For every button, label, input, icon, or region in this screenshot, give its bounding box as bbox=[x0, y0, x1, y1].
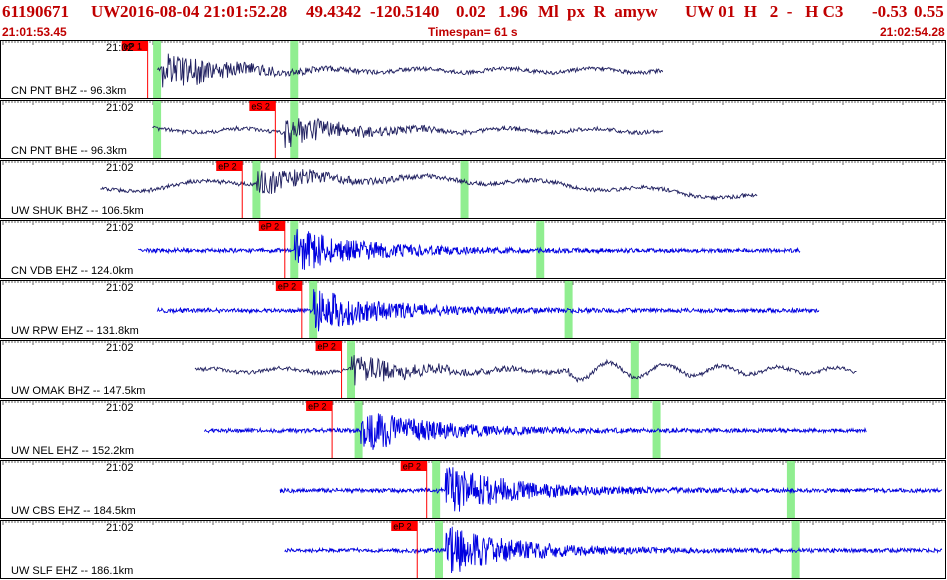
waveform-plot: eP 2 bbox=[2, 461, 945, 518]
trace-panel[interactable]: eP 2 21:02 UW OMAK BHZ -- 147.5km bbox=[0, 340, 946, 399]
pick-label: eP 2 bbox=[278, 282, 296, 292]
event-mag-type: Ml bbox=[538, 2, 559, 21]
pick-label: eP 2 bbox=[318, 342, 336, 352]
waveform-trace bbox=[194, 355, 857, 386]
start-time: 21:01:53.45 bbox=[2, 25, 67, 39]
phase-marker bbox=[153, 41, 162, 98]
waveform-trace bbox=[204, 413, 867, 450]
station-label: CN VDB EHZ -- 124.0km bbox=[11, 265, 134, 277]
phase-marker bbox=[630, 341, 639, 398]
station-label: UW RPW EHZ -- 131.8km bbox=[11, 325, 139, 337]
event-magnitude: 1.96 bbox=[498, 2, 528, 21]
station-label: CN PNT BHZ -- 96.3km bbox=[11, 85, 127, 97]
trace-time-label: 21:02 bbox=[106, 282, 134, 294]
waveform-trace bbox=[156, 53, 664, 88]
event-info: UW 01 H 2 - H C3 bbox=[685, 2, 844, 21]
waveform-plot: eS 2 bbox=[2, 101, 945, 158]
event-id: 61190671 bbox=[2, 2, 70, 21]
waveform-plot: eP 2 bbox=[2, 221, 945, 278]
waveform-plot: eP 2 bbox=[2, 281, 945, 338]
trace-time-label: 21:02 bbox=[106, 402, 134, 414]
waveform-plot: eP 2 bbox=[2, 161, 945, 218]
event-network: UW bbox=[91, 2, 121, 21]
event-header: 61190671 UW 2016-08-04 21:01:52.28 49.43… bbox=[0, 0, 947, 40]
pick-flag bbox=[249, 101, 276, 111]
phase-marker bbox=[153, 101, 162, 158]
event-lat: 49.4342 bbox=[306, 2, 362, 21]
phase-marker bbox=[290, 41, 299, 98]
event-flags: px R amyw bbox=[567, 2, 658, 21]
event-datetime: 2016-08-04 21:01:52.28 bbox=[120, 2, 288, 21]
pick-flag bbox=[306, 401, 333, 411]
waveform-plot: eP 2 bbox=[2, 341, 945, 398]
station-label: UW SHUK BHZ -- 106.5km bbox=[11, 205, 144, 217]
station-label: CN PNT BHE -- 96.3km bbox=[11, 145, 127, 157]
trace-panel[interactable]: eP 1 21:02 CN PNT BHZ -- 96.3km bbox=[0, 40, 946, 99]
trace-time-label: 21:02 bbox=[106, 102, 134, 114]
pick-label: eP 2 bbox=[261, 222, 279, 232]
event-value-1: -0.53 bbox=[872, 2, 908, 21]
waveform-trace bbox=[138, 229, 801, 270]
trace-time-label: 21:02 bbox=[106, 42, 134, 54]
pick-flag bbox=[216, 161, 243, 171]
pick-label: eP 2 bbox=[218, 162, 236, 172]
pick-flag bbox=[315, 341, 342, 351]
event-depth: 0.02 bbox=[456, 2, 486, 21]
pick-label: eP 2 bbox=[308, 402, 326, 412]
waveform-trace bbox=[152, 117, 664, 148]
pick-flag bbox=[121, 41, 148, 51]
end-time: 21:02:54.28 bbox=[880, 25, 945, 39]
waveform-plot: eP 2 bbox=[2, 401, 945, 458]
phase-marker bbox=[252, 161, 261, 218]
station-label: UW OMAK BHZ -- 147.5km bbox=[11, 385, 146, 397]
phase-marker bbox=[652, 401, 661, 458]
trace-panel[interactable]: eP 2 21:02 CN VDB EHZ -- 124.0km bbox=[0, 220, 946, 279]
pick-label: eP 1 bbox=[124, 42, 142, 52]
pick-flag bbox=[258, 221, 285, 231]
trace-panel[interactable]: eP 2 21:02 UW NEL EHZ -- 152.2km bbox=[0, 400, 946, 459]
event-lon: -120.5140 bbox=[370, 2, 440, 21]
trace-panel[interactable]: eP 2 21:02 UW CBS EHZ -- 184.5km bbox=[0, 460, 946, 519]
timespan: Timespan= 61 s bbox=[428, 25, 518, 39]
trace-time-label: 21:02 bbox=[106, 342, 134, 354]
pick-label: eS 2 bbox=[251, 102, 270, 112]
trace-panel[interactable]: eP 2 21:02 UW SHUK BHZ -- 106.5km bbox=[0, 160, 946, 219]
trace-panel[interactable]: eP 2 21:02 UW RPW EHZ -- 131.8km bbox=[0, 280, 946, 339]
waveform-trace bbox=[100, 169, 758, 201]
pick-flag bbox=[275, 281, 302, 291]
seismogram-panels[interactable]: eP 1 21:02 CN PNT BHZ -- 96.3km eS 2 21:02 CN… bbox=[0, 40, 947, 580]
waveform-trace bbox=[156, 289, 820, 332]
station-label: UW NEL EHZ -- 152.2km bbox=[11, 445, 135, 457]
event-value-2: 0.55 bbox=[914, 2, 944, 21]
trace-panel[interactable]: eS 2 21:02 CN PNT BHE -- 96.3km bbox=[0, 100, 946, 159]
trace-time-label: 21:02 bbox=[106, 222, 134, 234]
trace-time-label: 21:02 bbox=[106, 162, 134, 174]
phase-marker bbox=[564, 281, 573, 338]
phase-marker bbox=[460, 161, 469, 218]
waveform-plot: eP 1 bbox=[2, 41, 945, 98]
